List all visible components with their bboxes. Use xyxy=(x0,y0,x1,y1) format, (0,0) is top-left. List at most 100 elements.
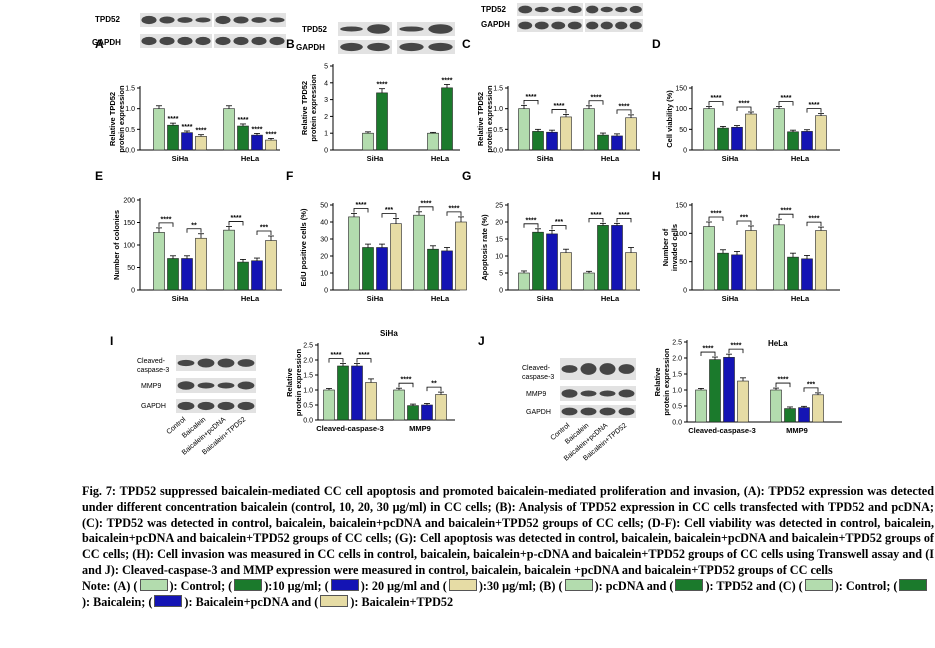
blot-band xyxy=(367,42,390,52)
note-text: Note: (A) ( xyxy=(82,578,138,593)
significance-label: **** xyxy=(731,343,742,350)
blot-band xyxy=(561,365,578,373)
blot-band xyxy=(269,36,285,46)
blot-strip xyxy=(214,34,286,48)
y-tick-label: 30 xyxy=(320,237,328,244)
bar xyxy=(251,134,263,151)
blot-strip xyxy=(517,19,583,32)
x-tick-label: SiHa xyxy=(537,154,555,163)
blot-C: TPD52 GAPDH xyxy=(481,3,643,32)
bar xyxy=(195,237,207,291)
caption-note: Note: (A) (): Control; ():10 μg/ml; (): … xyxy=(82,578,934,611)
note-text: ):10 μg/ml; ( xyxy=(264,578,329,593)
blot-band xyxy=(233,16,249,24)
y-tick-label: 5 xyxy=(499,271,503,278)
y-tick-label: 1.0 xyxy=(303,388,313,395)
significance-bracket xyxy=(523,99,539,105)
bar xyxy=(611,135,623,151)
bar xyxy=(362,247,374,291)
blot-band xyxy=(618,407,635,416)
bar xyxy=(737,380,749,423)
significance-label: **** xyxy=(161,216,172,223)
blot-band xyxy=(399,42,424,52)
blot-band xyxy=(217,382,235,389)
significance-label: **** xyxy=(809,216,820,223)
chart-G: G 0 5 10 15 20 25 Apoptosis rate (%) SiHa HeLa ***… xyxy=(462,169,640,303)
significance-bracket xyxy=(356,358,372,363)
chart-J: HeLa 0.0 0.5 1.0 1.5 2.0 2.5 Relative protein ex… xyxy=(653,339,842,435)
x-tick-label: SiHa xyxy=(537,294,555,303)
bar xyxy=(435,394,447,421)
chart-I: SiHa 0.0 0.5 1.0 1.5 2.0 2.5 Relative protein ex… xyxy=(285,329,455,433)
bar xyxy=(365,382,377,421)
significance-label: **** xyxy=(401,377,412,384)
bar xyxy=(745,230,757,291)
blot-band xyxy=(141,36,157,46)
y-tick-label: 0.5 xyxy=(303,403,313,410)
blot-strip xyxy=(176,378,256,393)
blot-band xyxy=(177,17,193,23)
y-tick-label: 2 xyxy=(324,114,328,121)
blot-strip xyxy=(517,3,583,16)
y-tick-label: 0.0 xyxy=(672,420,682,427)
blot-band xyxy=(177,401,195,411)
bar xyxy=(787,131,799,151)
blot-band xyxy=(518,21,533,30)
blot-band xyxy=(197,401,215,411)
bar xyxy=(597,134,609,151)
y-tick-label: 150 xyxy=(675,86,687,93)
bar xyxy=(518,272,530,291)
panel-letter-D: D xyxy=(652,37,661,51)
y-tick-label: 1.5 xyxy=(125,86,135,93)
blot-label: GAPDH xyxy=(296,43,325,52)
blot-band xyxy=(233,36,249,46)
y-axis-label: protein expression xyxy=(294,349,303,417)
legend-swatch-c2 xyxy=(675,578,704,591)
blot-band xyxy=(629,21,642,30)
y-tick-label: 150 xyxy=(123,220,135,227)
significance-label: **** xyxy=(703,346,714,353)
bar xyxy=(787,256,799,291)
bar xyxy=(546,131,558,151)
y-axis-label: Relative TPD52 xyxy=(300,81,309,135)
y-tick-label: 5 xyxy=(324,64,328,71)
y-tick-label: 0.5 xyxy=(125,127,135,134)
y-tick-label: 50 xyxy=(679,259,687,266)
significance-bracket xyxy=(256,230,272,235)
significance-label: **** xyxy=(442,77,453,84)
significance-bracket xyxy=(708,101,724,106)
blot-strip xyxy=(560,358,636,380)
significance-label: *** xyxy=(385,207,393,214)
blot-band xyxy=(580,363,597,375)
bar xyxy=(237,125,249,151)
y-tick-label: 1.5 xyxy=(303,373,313,380)
significance-label: **** xyxy=(711,211,722,218)
y-tick-label: 3 xyxy=(324,97,328,104)
y-tick-label: 10 xyxy=(320,271,328,278)
bar xyxy=(265,240,277,291)
bar xyxy=(167,124,179,151)
significance-label: **** xyxy=(182,124,193,131)
blot-band xyxy=(428,24,453,34)
note-text: ): Control; ( xyxy=(834,578,898,593)
bar xyxy=(351,365,363,421)
panel-letter-G: G xyxy=(462,169,471,183)
y-tick-label: 2.0 xyxy=(303,358,313,365)
blot-I: ICleaved-caspase-3MMP9GAPDHControlBaical… xyxy=(110,334,256,457)
panel-letter-A: A xyxy=(95,37,104,51)
bar xyxy=(376,92,388,151)
blot-band xyxy=(215,15,231,25)
blot-band xyxy=(561,389,578,398)
significance-bracket xyxy=(736,106,752,111)
blot-band xyxy=(428,42,453,52)
y-tick-label: 1.0 xyxy=(672,388,682,395)
blot-band xyxy=(177,359,195,367)
y-tick-label: 10 xyxy=(495,254,503,261)
significance-bracket xyxy=(806,221,822,227)
blot-band xyxy=(551,6,566,13)
chart-A: A 0.0 0.5 1.0 1.5 Relative TPD52 protein expre… xyxy=(95,37,280,163)
bar xyxy=(731,254,743,291)
y-axis-label: Relative xyxy=(653,368,662,397)
chart-title: SiHa xyxy=(380,329,398,338)
panel-letter-H: H xyxy=(652,169,661,183)
